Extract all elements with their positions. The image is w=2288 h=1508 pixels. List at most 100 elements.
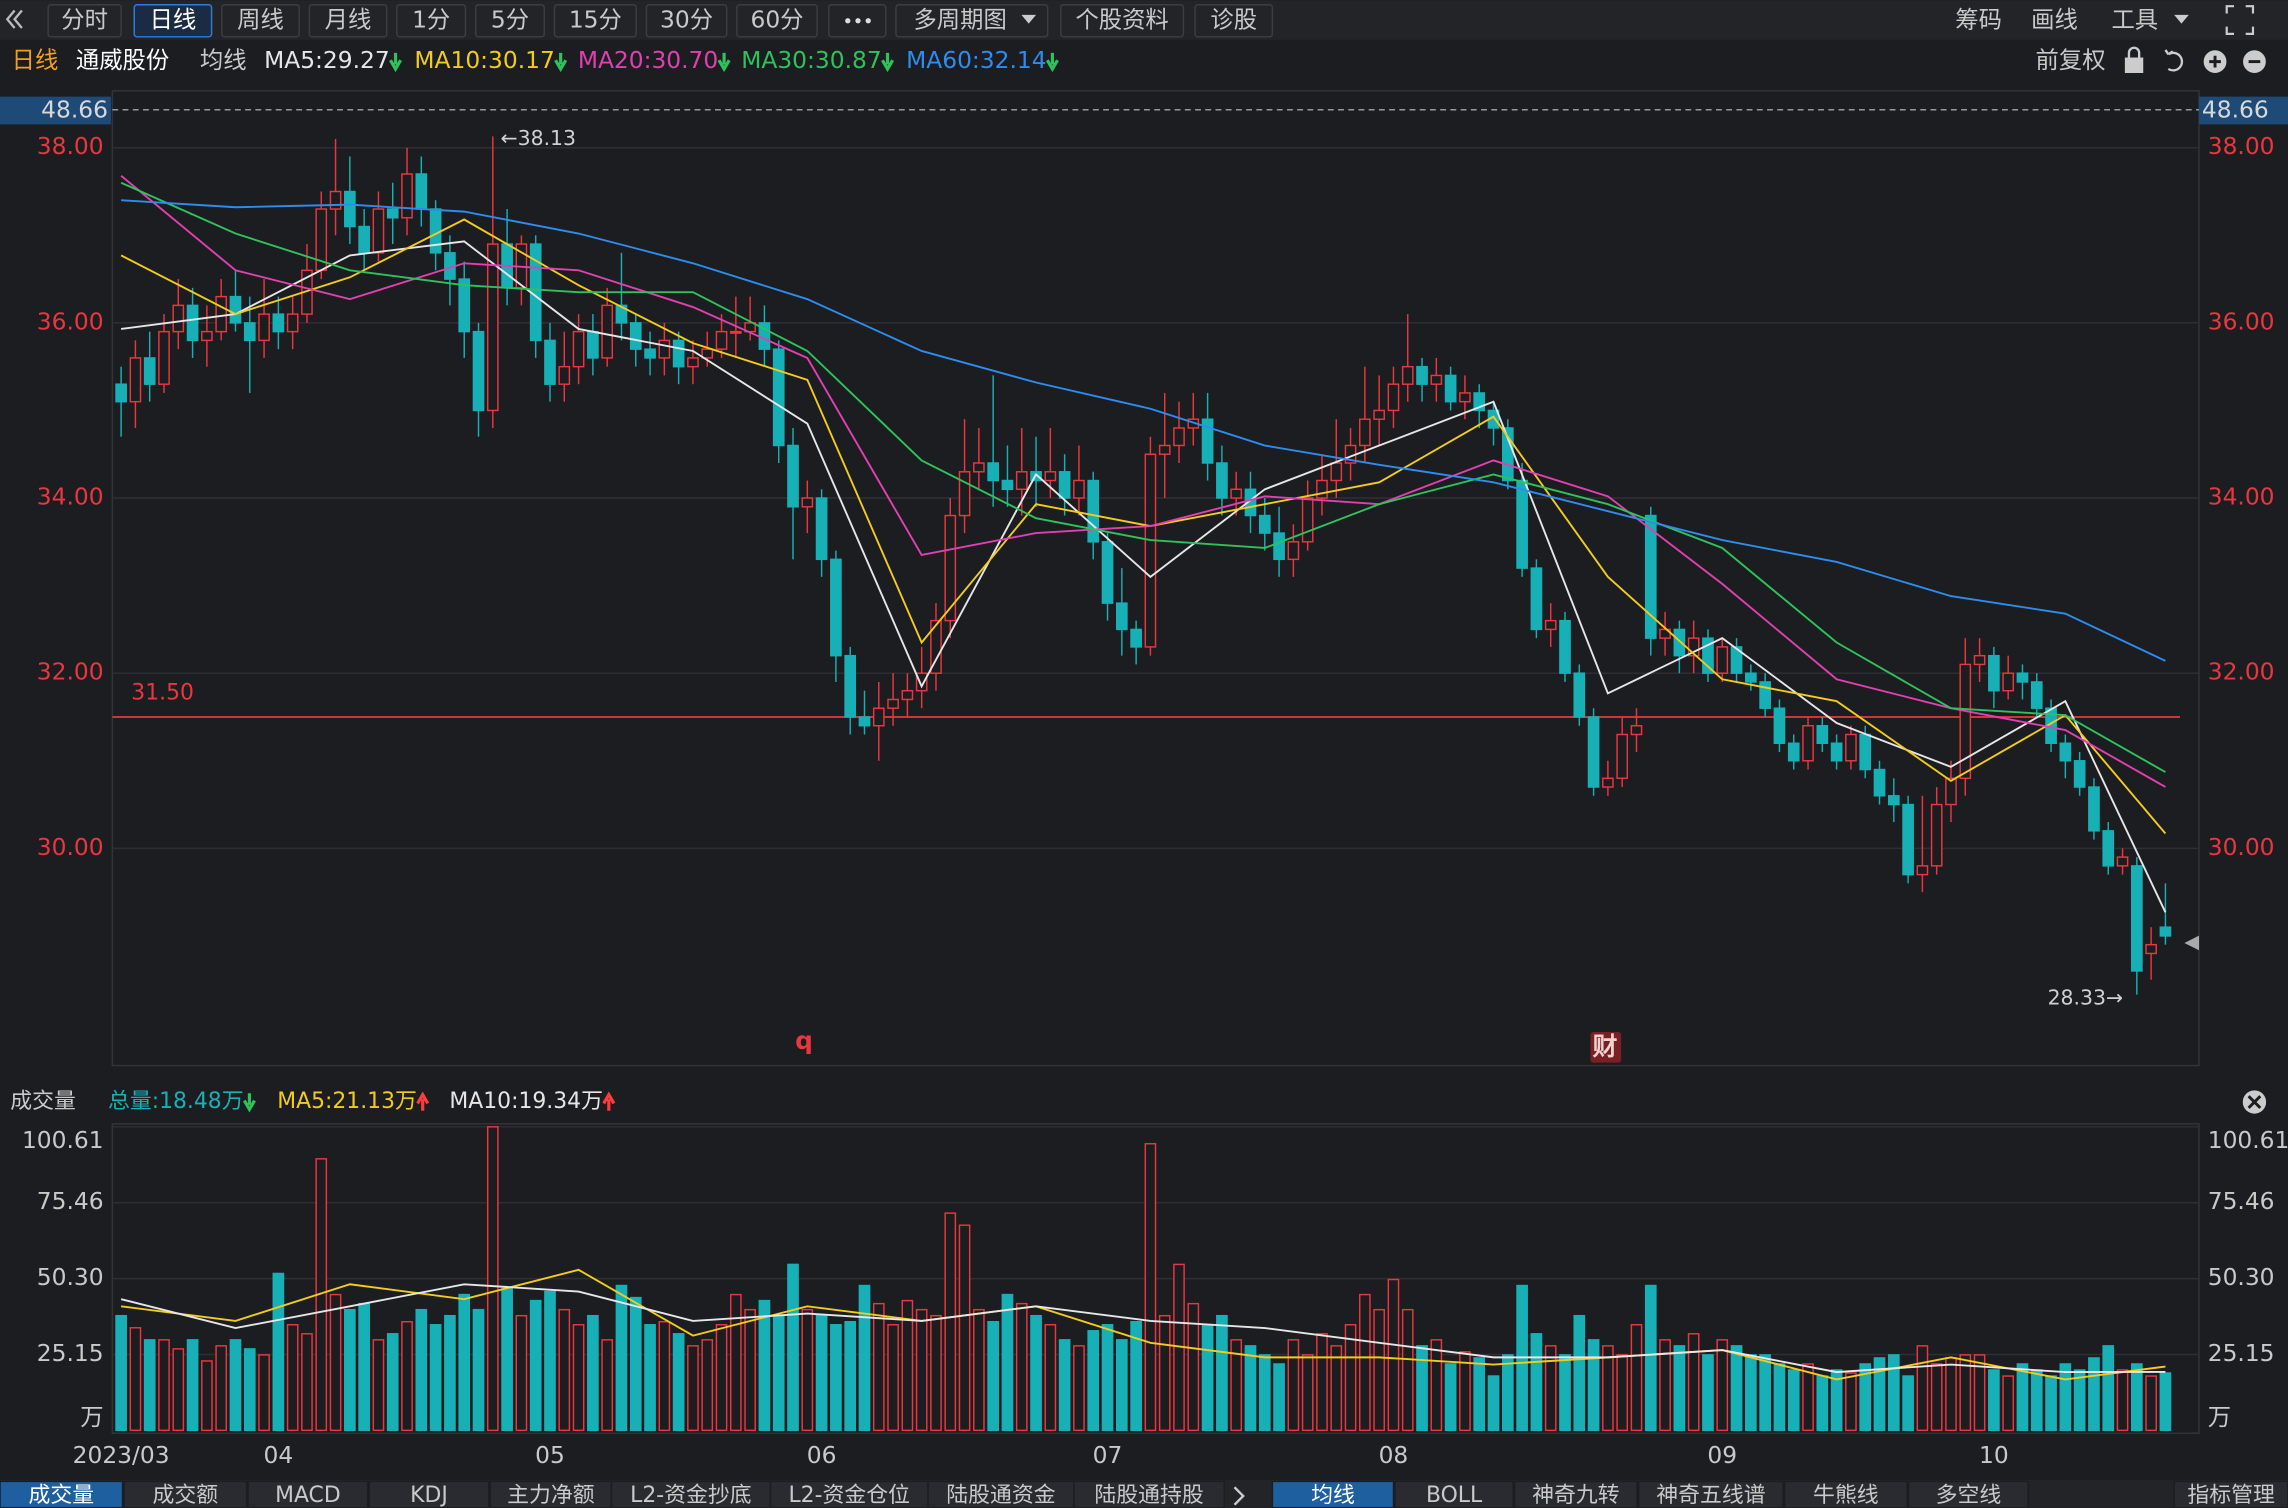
adjust-label[interactable]: 前复权: [2036, 46, 2106, 74]
tab-button[interactable]: [1194, 3, 1274, 38]
tab-label[interactable]: 月线: [325, 5, 372, 33]
volume-bar: [2059, 1363, 2072, 1432]
volume-bar: [1830, 1369, 1843, 1432]
bottom-tab[interactable]: [247, 1480, 369, 1508]
volume-bar: [2131, 1363, 2143, 1432]
bottom-tab-label[interactable]: 神奇九转: [1532, 1483, 1620, 1508]
tab-button[interactable]: [221, 3, 300, 38]
volume-bar: [1773, 1363, 1786, 1432]
volume-bar: [858, 1284, 871, 1432]
tab-label[interactable]: 1分: [412, 5, 450, 33]
bottom-tab-label[interactable]: KDJ: [410, 1483, 448, 1508]
bottom-tab-label[interactable]: 成交量: [28, 1483, 94, 1508]
candle-body: [1959, 663, 1972, 780]
candle-body: [1845, 733, 1857, 762]
tab-button[interactable]: [1060, 3, 1185, 38]
tab-button[interactable]: [474, 3, 546, 38]
toolbar-item[interactable]: 筹码: [1955, 5, 2002, 33]
candle-body: [901, 689, 914, 701]
tab-scroll-icon[interactable]: [1233, 1486, 1245, 1506]
tab-label[interactable]: 多周期图: [913, 5, 1006, 33]
ma-label[interactable]: 均线: [200, 46, 247, 74]
tab-label[interactable]: 60分: [751, 5, 804, 33]
bottom-tab-label[interactable]: 主力净额: [507, 1483, 595, 1508]
bottom-tab-label[interactable]: 均线: [1311, 1483, 1355, 1508]
bottom-tab[interactable]: [1637, 1480, 1784, 1508]
candle-body: [1673, 628, 1686, 657]
bottom-tab-label[interactable]: L2-资金抄底: [630, 1483, 752, 1508]
bottom-tab-label[interactable]: L2-资金仓位: [788, 1483, 910, 1508]
ma-line: [120, 174, 2166, 788]
tab-label[interactable]: 分时: [61, 5, 108, 33]
bottom-tab-label[interactable]: BOLL: [1426, 1483, 1483, 1508]
y-tick-label-right: 50.30: [2208, 1263, 2275, 1291]
toolbar-item[interactable]: 画线: [2031, 5, 2078, 33]
bottom-tab[interactable]: [1073, 1480, 1225, 1508]
tab-button[interactable]: [645, 3, 728, 38]
tab-label[interactable]: 30分: [660, 5, 713, 33]
bottom-tab[interactable]: [123, 1480, 248, 1508]
tab-label[interactable]: 日线: [150, 5, 197, 33]
volume-bar: [958, 1224, 971, 1432]
finance-badge-bg: [1590, 1031, 1622, 1063]
bottom-tab[interactable]: [1513, 1480, 1638, 1508]
ma-line: [120, 181, 2166, 773]
volume-bar: [1573, 1314, 1586, 1432]
tab-label[interactable]: 个股资料: [1075, 5, 1168, 33]
tab-button[interactable]: [47, 3, 122, 38]
collapse-icon[interactable]: [5, 9, 23, 29]
tab-button[interactable]: [133, 3, 213, 38]
tab-button[interactable]: [308, 3, 388, 38]
x-tick-label: 09: [1707, 1441, 1737, 1469]
bottom-tab-label[interactable]: 成交额: [153, 1483, 219, 1508]
tab-label[interactable]: 诊股: [1210, 5, 1257, 33]
volume-bar: [587, 1314, 599, 1432]
volume-bar: [229, 1339, 242, 1432]
bottom-tab-label[interactable]: MACD: [275, 1483, 341, 1508]
fullscreen-icon[interactable]: [2225, 5, 2255, 35]
chart-tools[interactable]: [2124, 46, 2266, 73]
candle-body: [1644, 514, 1657, 639]
candle-body: [2131, 865, 2143, 972]
tab-label[interactable]: 15分: [569, 5, 622, 33]
bottom-tab-label[interactable]: 神奇五线谱: [1656, 1483, 1765, 1508]
tab-button[interactable]: [396, 3, 467, 38]
candle-body: [1887, 795, 1900, 806]
volume-bar: [1559, 1354, 1571, 1432]
tab-button[interactable]: [736, 3, 818, 38]
y-tick-label: 34.00: [37, 483, 104, 511]
bottom-tab[interactable]: [489, 1480, 613, 1508]
bottom-tab[interactable]: [1907, 1480, 2029, 1508]
candle-body: [2002, 672, 2015, 692]
tab-button[interactable]: [553, 3, 637, 38]
volume-bar: [258, 1354, 270, 1432]
event-marker[interactable]: q: [795, 1026, 813, 1055]
candle-body: [787, 444, 799, 508]
tab-label[interactable]: 5分: [491, 5, 529, 33]
candle-body: [1787, 742, 1800, 762]
candle-body: [930, 619, 942, 674]
event-marker[interactable]: 财: [1593, 1032, 1618, 1061]
down-arrow: [717, 52, 731, 73]
bottom-tab-label[interactable]: 多空线: [1936, 1483, 2002, 1508]
bottom-tab-label[interactable]: 陆股通持股: [1094, 1483, 1203, 1508]
volume-bar: [2102, 1345, 2115, 1432]
price-annotation: ←38.13: [501, 126, 577, 150]
bottom-tab-label[interactable]: 牛熊线: [1813, 1483, 1879, 1508]
bottom-tab[interactable]: [1271, 1480, 1395, 1508]
bottom-tab[interactable]: [769, 1480, 929, 1508]
tab-label[interactable]: 周线: [237, 5, 284, 33]
candle-body: [1316, 479, 1328, 499]
bottom-tab[interactable]: [1783, 1480, 1908, 1508]
more-button[interactable]: [828, 3, 887, 38]
bottom-tab-label[interactable]: 陆股通资金: [946, 1483, 1055, 1508]
volume-bar: [572, 1324, 585, 1432]
volume-bar: [1945, 1357, 1957, 1432]
bottom-tab-label[interactable]: 指标管理: [2187, 1483, 2275, 1508]
bottom-tab[interactable]: [2173, 1480, 2288, 1508]
candle-body: [558, 365, 571, 385]
volume-bar: [1316, 1333, 1328, 1432]
toolbar-item[interactable]: 工具: [2111, 5, 2158, 33]
candle-body: [415, 173, 428, 210]
tab-button[interactable]: [895, 3, 1049, 38]
